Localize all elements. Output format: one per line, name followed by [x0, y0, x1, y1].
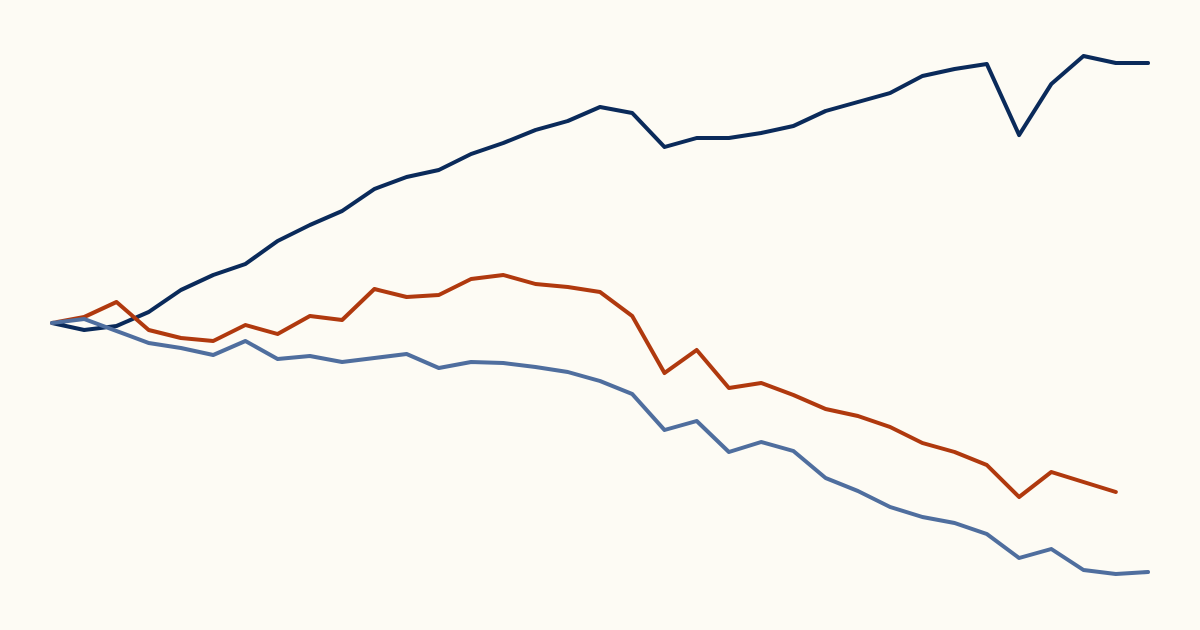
series-line	[50, 317, 1150, 576]
series-line	[50, 273, 1118, 499]
series-line	[50, 54, 1150, 332]
